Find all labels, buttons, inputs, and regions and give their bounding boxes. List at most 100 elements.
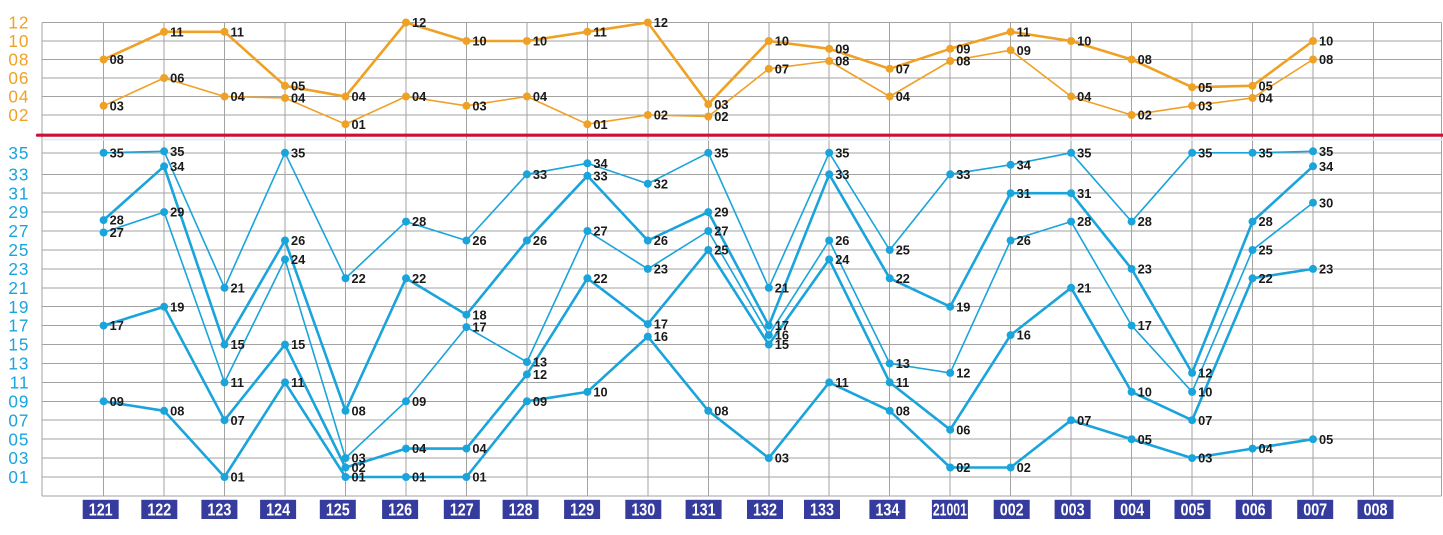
svg-text:01: 01 — [472, 470, 486, 485]
svg-text:04: 04 — [1077, 89, 1092, 104]
svg-text:21: 21 — [231, 280, 245, 295]
svg-text:12: 12 — [533, 367, 547, 382]
svg-text:27: 27 — [8, 221, 29, 241]
svg-text:06: 06 — [956, 422, 970, 437]
svg-text:12: 12 — [1198, 366, 1212, 381]
svg-text:08: 08 — [352, 403, 366, 418]
svg-text:09: 09 — [412, 394, 426, 409]
svg-text:126: 126 — [388, 501, 412, 520]
svg-text:15: 15 — [291, 337, 305, 352]
svg-text:35: 35 — [1319, 144, 1333, 159]
svg-text:35: 35 — [291, 145, 305, 160]
svg-text:31: 31 — [1017, 186, 1031, 201]
svg-text:128: 128 — [509, 501, 533, 520]
svg-text:22: 22 — [593, 271, 607, 286]
svg-text:02: 02 — [352, 460, 366, 475]
svg-text:35: 35 — [110, 145, 124, 160]
svg-text:003: 003 — [1061, 501, 1085, 520]
svg-text:09: 09 — [956, 41, 970, 56]
svg-text:04: 04 — [533, 89, 548, 104]
svg-text:05: 05 — [291, 78, 305, 93]
svg-text:03: 03 — [8, 448, 29, 468]
svg-text:09: 09 — [835, 41, 849, 56]
svg-text:07: 07 — [231, 413, 245, 428]
svg-text:35: 35 — [714, 145, 728, 160]
svg-text:08: 08 — [956, 54, 970, 69]
svg-text:133: 133 — [810, 501, 834, 520]
svg-text:21: 21 — [8, 278, 29, 298]
svg-text:007: 007 — [1303, 501, 1327, 520]
svg-text:33: 33 — [533, 167, 547, 182]
svg-text:06: 06 — [170, 71, 184, 86]
svg-text:22: 22 — [896, 271, 910, 286]
svg-text:15: 15 — [775, 337, 789, 352]
svg-text:26: 26 — [1017, 233, 1031, 248]
svg-text:10: 10 — [593, 385, 607, 400]
svg-text:005: 005 — [1181, 501, 1205, 520]
svg-text:127: 127 — [450, 501, 474, 520]
svg-text:01: 01 — [352, 470, 366, 485]
svg-text:12: 12 — [412, 15, 426, 30]
svg-text:23: 23 — [8, 259, 29, 279]
svg-text:121: 121 — [89, 501, 113, 520]
svg-text:28: 28 — [1259, 214, 1273, 229]
svg-text:130: 130 — [631, 501, 655, 520]
svg-text:03: 03 — [352, 451, 366, 466]
svg-text:02: 02 — [1017, 460, 1031, 475]
svg-text:04: 04 — [352, 89, 367, 104]
svg-text:24: 24 — [291, 252, 306, 267]
svg-text:08: 08 — [1319, 52, 1333, 67]
svg-text:35: 35 — [1077, 145, 1091, 160]
svg-text:19: 19 — [8, 297, 29, 317]
svg-text:134: 134 — [875, 501, 899, 520]
svg-text:16: 16 — [1017, 328, 1031, 343]
svg-text:11: 11 — [896, 375, 910, 390]
svg-text:11: 11 — [835, 375, 849, 390]
svg-text:04: 04 — [1259, 441, 1274, 456]
svg-text:26: 26 — [835, 233, 849, 248]
svg-text:08: 08 — [835, 54, 849, 69]
svg-text:02: 02 — [1138, 108, 1152, 123]
svg-text:22: 22 — [352, 271, 366, 286]
svg-text:04: 04 — [1259, 91, 1274, 106]
svg-text:35: 35 — [8, 143, 29, 163]
svg-text:27: 27 — [593, 224, 607, 239]
svg-text:33: 33 — [593, 168, 607, 183]
svg-text:35: 35 — [1259, 145, 1273, 160]
svg-text:26: 26 — [654, 233, 668, 248]
svg-text:07: 07 — [1198, 413, 1212, 428]
svg-text:29: 29 — [714, 205, 728, 220]
svg-text:03: 03 — [472, 98, 486, 113]
svg-text:11: 11 — [231, 375, 245, 390]
svg-text:07: 07 — [775, 61, 789, 76]
svg-text:10: 10 — [775, 34, 789, 49]
svg-text:28: 28 — [110, 213, 124, 228]
svg-text:04: 04 — [472, 441, 487, 456]
svg-text:13: 13 — [8, 354, 29, 374]
svg-text:22: 22 — [1259, 271, 1273, 286]
svg-text:21: 21 — [1077, 280, 1091, 295]
svg-text:01: 01 — [352, 117, 366, 132]
svg-text:17: 17 — [110, 318, 124, 333]
svg-text:19: 19 — [956, 299, 970, 314]
svg-text:29: 29 — [170, 205, 184, 220]
svg-text:05: 05 — [1198, 80, 1212, 95]
svg-text:02: 02 — [654, 108, 668, 123]
svg-text:08: 08 — [170, 403, 184, 418]
svg-text:08: 08 — [110, 52, 124, 67]
svg-text:25: 25 — [714, 243, 728, 258]
svg-text:33: 33 — [8, 164, 29, 184]
svg-text:21: 21 — [775, 280, 789, 295]
svg-text:08: 08 — [714, 403, 728, 418]
svg-text:11: 11 — [593, 24, 607, 39]
svg-text:01: 01 — [593, 117, 607, 132]
svg-text:15: 15 — [231, 337, 245, 352]
svg-text:16: 16 — [775, 328, 789, 343]
svg-text:13: 13 — [533, 355, 547, 370]
svg-text:01: 01 — [8, 467, 29, 487]
svg-text:34: 34 — [170, 159, 185, 174]
svg-text:30: 30 — [1319, 195, 1333, 210]
svg-text:31: 31 — [1077, 186, 1091, 201]
svg-text:31: 31 — [8, 183, 29, 203]
svg-text:10: 10 — [533, 34, 547, 49]
